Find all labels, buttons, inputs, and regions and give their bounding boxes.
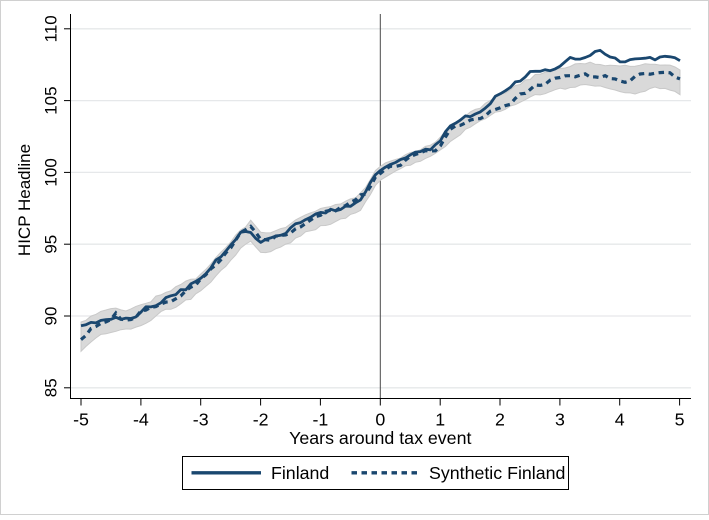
svg-text:4: 4 (615, 410, 625, 430)
svg-text:2: 2 (495, 410, 505, 430)
svg-text:Years around tax event: Years around tax event (289, 428, 471, 448)
svg-text:5: 5 (675, 410, 685, 430)
svg-text:110: 110 (42, 15, 61, 42)
svg-text:Finland: Finland (271, 463, 329, 483)
svg-text:0: 0 (375, 410, 385, 430)
svg-text:-5: -5 (73, 410, 89, 430)
svg-text:-2: -2 (253, 410, 269, 430)
svg-text:85: 85 (42, 378, 61, 397)
svg-text:-3: -3 (193, 410, 209, 430)
svg-text:-1: -1 (312, 410, 328, 430)
svg-text:Synthetic Finland: Synthetic Finland (429, 463, 565, 483)
svg-text:3: 3 (555, 410, 565, 430)
svg-text:105: 105 (42, 86, 61, 114)
svg-text:95: 95 (42, 235, 61, 254)
svg-text:100: 100 (42, 158, 61, 186)
svg-text:90: 90 (42, 307, 61, 326)
svg-text:-4: -4 (133, 410, 149, 430)
svg-text:HICP Headline: HICP Headline (15, 144, 34, 256)
svg-text:1: 1 (435, 410, 445, 430)
